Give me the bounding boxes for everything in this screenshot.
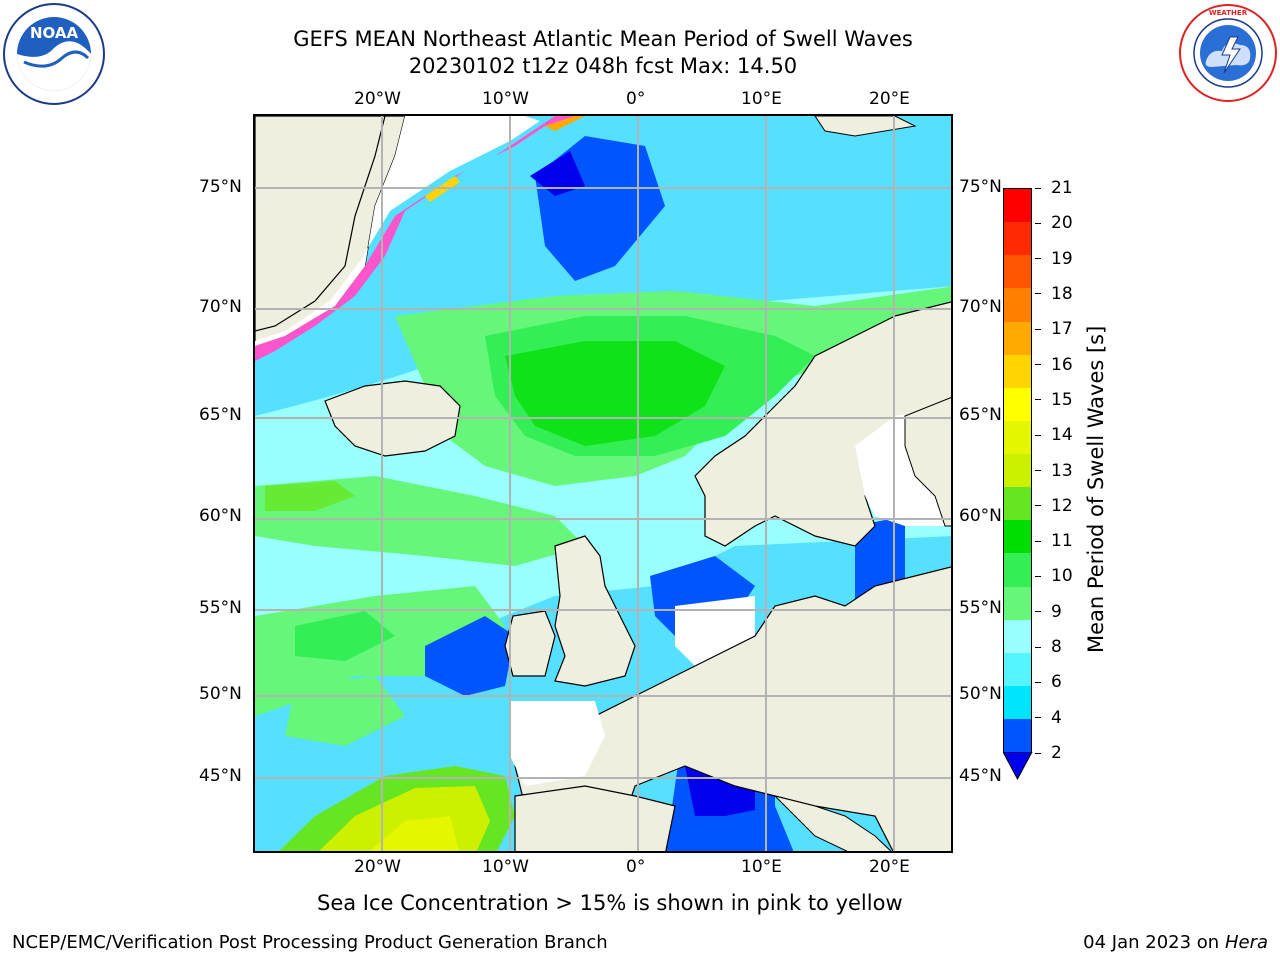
colorbar-swatch: [1004, 586, 1031, 620]
lon-tick-top-20e: 20°E: [869, 89, 910, 109]
colorbar-swatch: [1004, 222, 1031, 256]
colorbar-tick: 20: [1035, 213, 1073, 233]
lon-tick-bottom-10e: 10°E: [741, 857, 782, 877]
colorbar-tick: 18: [1035, 284, 1073, 304]
map-gridlines: [255, 116, 951, 851]
colorbar-swatch: [1004, 288, 1031, 322]
lat-tick-left-45n: 45°N: [199, 766, 242, 786]
swell-period-map: [255, 116, 951, 851]
blue-swell-zone-biscay-approach: [425, 616, 515, 696]
continental-europe-land: [514, 566, 951, 851]
colorbar-tick-label: 13: [1051, 460, 1073, 481]
colorbar-tick: 6: [1035, 672, 1062, 692]
lat-tick-right-65n: 65°N: [959, 405, 1002, 425]
lat-tick-right-60n: 60°N: [959, 506, 1002, 526]
lon-tick-bottom-0: 0°: [626, 857, 646, 877]
colorbar-tick-label: 6: [1051, 672, 1062, 693]
noaa-logo-text: NOAA: [30, 24, 79, 42]
colorbar-tick-label: 15: [1051, 389, 1073, 410]
map-panel[interactable]: [253, 114, 953, 853]
colorbar-swatch: [1004, 719, 1031, 753]
colorbar-tick: 10: [1035, 566, 1073, 586]
colorbar-tick: 21: [1035, 178, 1073, 198]
lat-tick-right-55n: 55°N: [959, 598, 1002, 618]
lat-tick-left-65n: 65°N: [199, 405, 242, 425]
colorbar-swatch: [1004, 685, 1031, 719]
colorbar-tick: 19: [1035, 249, 1073, 269]
colorbar-tick: 15: [1035, 390, 1073, 410]
colorbar-tick-label: 8: [1051, 637, 1062, 658]
lat-tick-left-55n: 55°N: [199, 598, 242, 618]
colorbar-tick-label: 14: [1051, 425, 1073, 446]
colorbar-tick-label: 12: [1051, 495, 1073, 516]
colorbar-label: Mean Period of Swell Waves [s]: [1084, 325, 1108, 653]
colorbar-ticks: 21 20 19 18 17 16 15 14 13 12 11 10 9 8 6 4 2: [1035, 178, 1095, 780]
lat-tick-right-50n: 50°N: [959, 684, 1002, 704]
lon-tick-top-0: 0°: [626, 89, 646, 109]
colorbar-tick-label: 18: [1051, 283, 1073, 304]
colorbar-extend-arrow: [1002, 751, 1033, 786]
colorbar-swatch: [1004, 619, 1031, 653]
lon-tick-top-10e: 10°E: [741, 89, 782, 109]
lat-tick-right-45n: 45°N: [959, 766, 1002, 786]
footer-date: 04 Jan 2023 on: [1083, 932, 1220, 953]
colorbar-tick: 11: [1035, 531, 1073, 551]
footer-host: Hera: [1224, 932, 1268, 953]
colorbar-tick-label: 21: [1051, 178, 1073, 198]
ireland-land: [504, 610, 556, 677]
nws-logo: WEATHER: [1178, 3, 1278, 103]
colorbar-tick-label: 20: [1051, 213, 1073, 234]
colorbar-tick: 9: [1035, 602, 1062, 622]
colorbar-tick: 16: [1035, 355, 1073, 375]
colorbar-tick: 4: [1035, 708, 1062, 728]
colorbar-swatch: [1004, 652, 1031, 686]
colorbar-tick: 14: [1035, 425, 1073, 445]
colorbar-tick: 17: [1035, 319, 1073, 339]
lat-tick-left-70n: 70°N: [199, 297, 242, 317]
footer-timestamp: 04 Jan 2023 on Hera: [1083, 932, 1268, 953]
sea-ice-edge: [255, 116, 575, 361]
lon-tick-bottom-20w: 20°W: [354, 857, 401, 877]
colorbar-tick-label: 16: [1051, 354, 1073, 375]
colorbar-swatch: [1004, 520, 1031, 554]
noaa-logo: NOAA: [2, 2, 106, 106]
colorbar-tick-label: 10: [1051, 566, 1073, 587]
colorbar-swatch: [1004, 189, 1031, 223]
lat-tick-right-70n: 70°N: [959, 297, 1002, 317]
colorbar-tick: 8: [1035, 637, 1062, 657]
lon-tick-bottom-10w: 10°W: [482, 857, 529, 877]
colorbar-swatch: [1004, 487, 1031, 521]
lon-tick-bottom-20e: 20°E: [869, 857, 910, 877]
lat-tick-right-75n: 75°N: [959, 177, 1002, 197]
chart-subtitle: 20230102 t12z 048h fcst Max: 14.50: [408, 54, 798, 78]
colorbar-tick-label: 4: [1051, 707, 1062, 728]
colorbar-tick-label: 9: [1051, 601, 1062, 622]
lat-tick-left-60n: 60°N: [199, 506, 242, 526]
lon-tick-top-10w: 10°W: [482, 89, 529, 109]
colorbar-swatch: [1004, 255, 1031, 289]
lat-tick-left-50n: 50°N: [199, 684, 242, 704]
colorbar-swatch: [1004, 387, 1031, 421]
colorbar-tick-label: 19: [1051, 248, 1073, 269]
chart-title: GEFS MEAN Northeast Atlantic Mean Period…: [293, 27, 913, 51]
colorbar-tick: 12: [1035, 496, 1073, 516]
colorbar-tick: 13: [1035, 461, 1073, 481]
colorbar-tick: 2: [1035, 743, 1062, 763]
lat-tick-left-75n: 75°N: [199, 177, 242, 197]
colorbar-swatch: [1004, 454, 1031, 488]
footer-producer: NCEP/EMC/Verification Post Processing Pr…: [12, 932, 608, 953]
colorbar-tick-label: 11: [1051, 531, 1073, 552]
sea-ice-annotation: Sea Ice Concentration > 15% is shown in …: [317, 891, 903, 915]
iberia-land: [514, 785, 676, 851]
colorbar-tick-label: 2: [1051, 743, 1062, 763]
colorbar-swatch: [1004, 420, 1031, 454]
colorbar-swatch: [1004, 354, 1031, 388]
svg-text:WEATHER: WEATHER: [1209, 9, 1248, 17]
colorbar-tick-label: 17: [1051, 319, 1073, 340]
lon-tick-top-20w: 20°W: [354, 89, 401, 109]
colorbar-swatch: [1004, 553, 1031, 587]
colorbar-swatch: [1004, 321, 1031, 355]
colorbar: [1003, 188, 1032, 753]
